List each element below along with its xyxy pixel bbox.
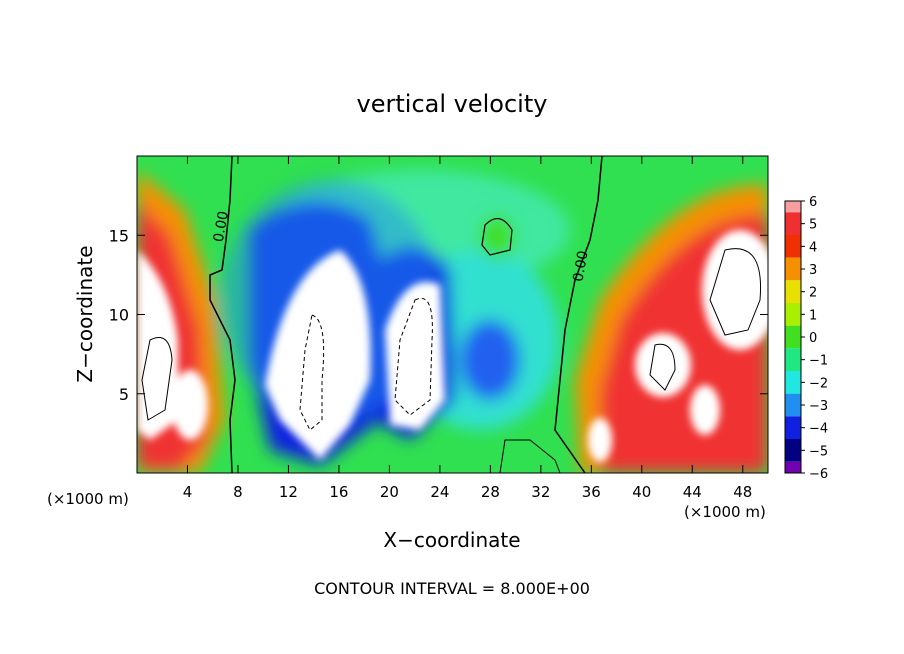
x-tick-label: 48	[733, 483, 752, 501]
x-axis: 4 8 12 16 20 24 28 32 36 40 44 48	[183, 156, 752, 501]
colorbar-tick-label: −1	[809, 354, 828, 369]
contour-bottom-mid	[499, 439, 561, 473]
colorbar-swatch	[785, 393, 801, 417]
x-tick-label: 12	[279, 483, 298, 501]
y-axis-label: Z−coordinate	[73, 245, 97, 382]
colorbar-swatch	[785, 416, 801, 439]
contour-zero-right	[554, 156, 603, 473]
x-tick-label: 24	[430, 483, 449, 501]
colorbar-tick-label: −2	[809, 376, 828, 391]
contour-label-group: 0.00 0.00	[211, 210, 592, 283]
region-weak-downdraft-blue	[460, 320, 520, 400]
colorbar-swatch	[785, 235, 801, 258]
colorbar-tick-label: 0	[809, 331, 817, 346]
chart-title: vertical velocity	[357, 90, 548, 118]
region-right-core-4	[690, 385, 720, 435]
contour-left-core	[141, 337, 173, 421]
region-downdraft-core	[265, 250, 371, 460]
x-axis-label: X−coordinate	[383, 528, 520, 552]
colorbar-swatch	[785, 371, 801, 394]
contour-downdraft-core-2	[394, 297, 433, 416]
region-right-core-2	[635, 333, 691, 397]
colorbar-tick-label: 1	[809, 308, 817, 323]
x-tick-label: 8	[233, 483, 243, 501]
colorbar-swatch	[785, 461, 801, 473]
x-tick-label: 32	[531, 483, 550, 501]
colorbar-tick-label: 4	[809, 240, 817, 255]
contour-green-patch	[481, 218, 513, 256]
y-tick-label: 10	[109, 306, 129, 325]
x-tick-label: 16	[329, 483, 348, 501]
x-tick-label: 36	[582, 483, 601, 501]
colorbar-tick-label: −3	[809, 399, 828, 414]
contour-right-core-2	[649, 343, 676, 391]
heatmap-field	[137, 156, 768, 473]
colorbar-swatch	[785, 201, 801, 213]
colorbar-swatch	[785, 439, 801, 462]
colorbar: 6 5 4 3 2 1 0 −1 −2 −3 −4 −5 −6	[784, 195, 828, 482]
x-tick-label: 44	[683, 483, 702, 501]
contour-label: 0.00	[211, 210, 232, 243]
contour-interval-footer: CONTOUR INTERVAL = 8.000E+00	[314, 579, 590, 598]
region-right-core-3	[588, 418, 612, 462]
colorbar-swatch	[785, 212, 801, 235]
colorbar-tick-label: −4	[809, 422, 828, 437]
colorbar-tick-label: 2	[809, 286, 817, 301]
x-tick-label: 20	[380, 483, 399, 501]
contour-downdraft-core	[299, 314, 325, 431]
colorbar-swatch	[785, 348, 801, 371]
y-tick-label: 5	[119, 385, 129, 404]
contour-right-core	[709, 248, 762, 336]
contour-zero-left	[209, 156, 236, 473]
x-tick-label: 28	[481, 483, 500, 501]
x-tick-label: 40	[632, 483, 651, 501]
region-right-green-patch	[479, 215, 515, 259]
x-unit-right: (×1000 m)	[684, 503, 766, 521]
colorbar-tick-label: 3	[809, 263, 817, 278]
colorbar-swatch	[785, 325, 801, 349]
colorbar-swatch	[785, 280, 801, 303]
y-axis: 5 10 15	[109, 226, 768, 404]
colorbar-swatch	[785, 257, 801, 281]
colorbar-tick-label: 6	[809, 195, 817, 210]
x-tick-label: 4	[183, 483, 193, 501]
region-left-core-2	[172, 370, 208, 440]
colorbar-swatch	[785, 303, 801, 326]
colorbar-tick-label: −5	[809, 444, 828, 459]
colorbar-tick-label: −6	[809, 467, 828, 482]
y-tick-label: 15	[109, 226, 129, 245]
colorbar-tick-label: 5	[809, 218, 817, 233]
contour-label: 0.00	[570, 250, 591, 283]
x-unit-left: (×1000 m)	[47, 490, 129, 508]
